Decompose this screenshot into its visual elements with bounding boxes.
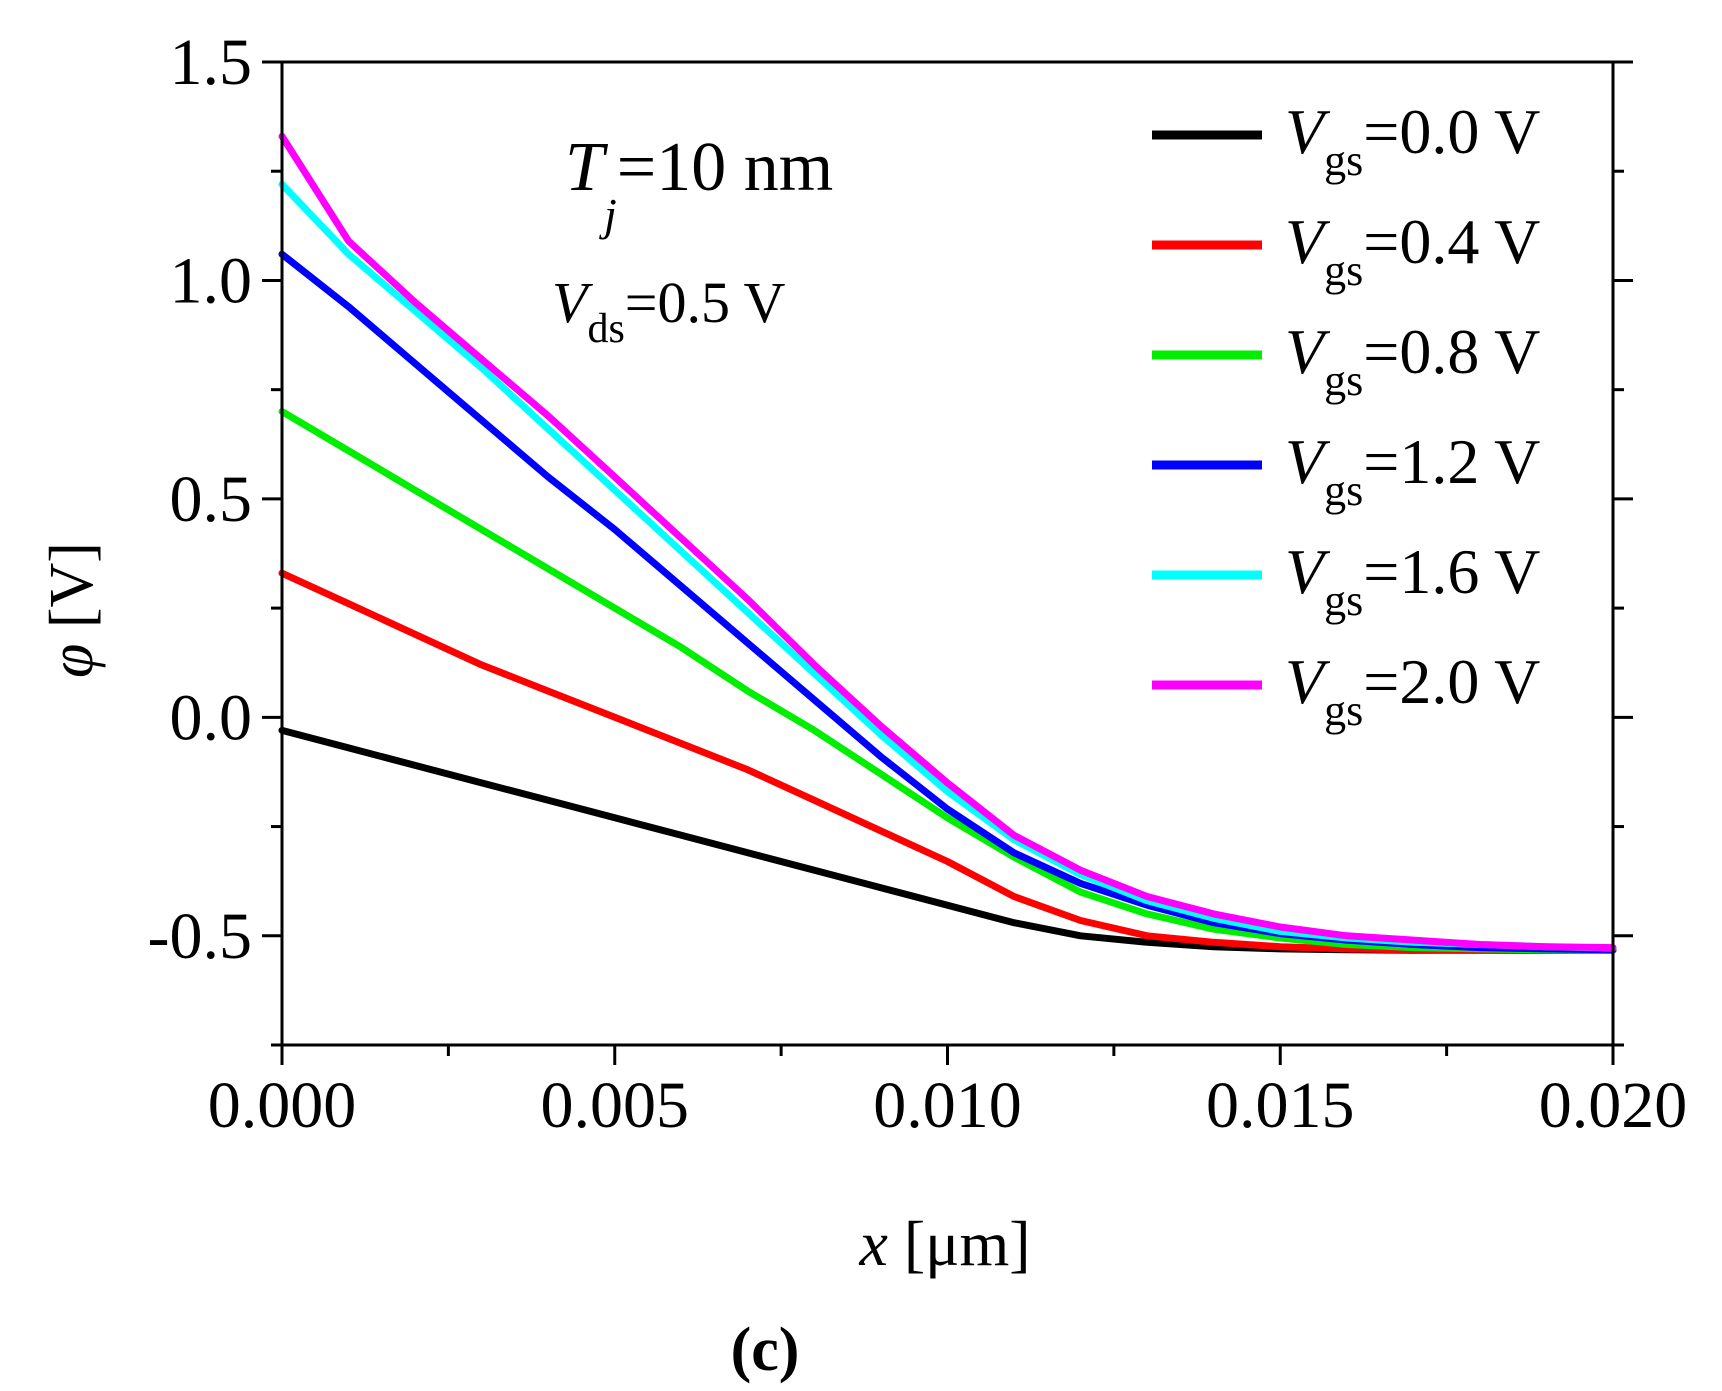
annotation-tj: Tj=10 nm — [565, 129, 833, 240]
x-tick-label: 0.000 — [208, 1069, 357, 1142]
legend: Vgs=0.0 V Vgs=0.4 V Vgs=0.8 V Vgs=1.2 V Vgs=… — [1152, 96, 1540, 735]
legend-label-4: Vgs=1.6 V — [1285, 536, 1540, 625]
y-tick-label: 0.5 — [170, 463, 253, 536]
x-axis-label: x [μm] — [858, 1208, 1030, 1279]
legend-label-5: Vgs=2.0 V — [1285, 646, 1540, 735]
legend-label-3: Vgs=1.2 V — [1285, 426, 1540, 515]
y-tick-label: -0.5 — [148, 900, 252, 973]
legend-label-2: Vgs=0.8 V — [1285, 316, 1540, 405]
series-line-5 — [278, 132, 1617, 952]
y-axis-label: φ [V] — [38, 542, 106, 678]
panel-label: (c) — [731, 1316, 800, 1384]
annotation-vds: Vds=0.5 V — [552, 270, 785, 352]
x-tick-label: 0.005 — [541, 1069, 690, 1142]
series-line-0 — [278, 726, 1617, 954]
x-tick-label: 0.015 — [1206, 1069, 1355, 1142]
y-tick-label: 1.5 — [170, 26, 253, 99]
series-lines — [278, 132, 1617, 954]
legend-label-0: Vgs=0.0 V — [1285, 96, 1540, 185]
x-tick-label: 0.020 — [1539, 1069, 1688, 1142]
series-line-1 — [278, 569, 1617, 954]
y-tick-label: 1.0 — [170, 244, 253, 317]
series-line-2 — [278, 408, 1617, 954]
y-tick-label: 0.0 — [170, 681, 253, 754]
x-tick-label: 0.010 — [873, 1069, 1022, 1142]
legend-label-1: Vgs=0.4 V — [1285, 206, 1540, 295]
svg-text:φ [V]: φ [V] — [38, 542, 106, 678]
